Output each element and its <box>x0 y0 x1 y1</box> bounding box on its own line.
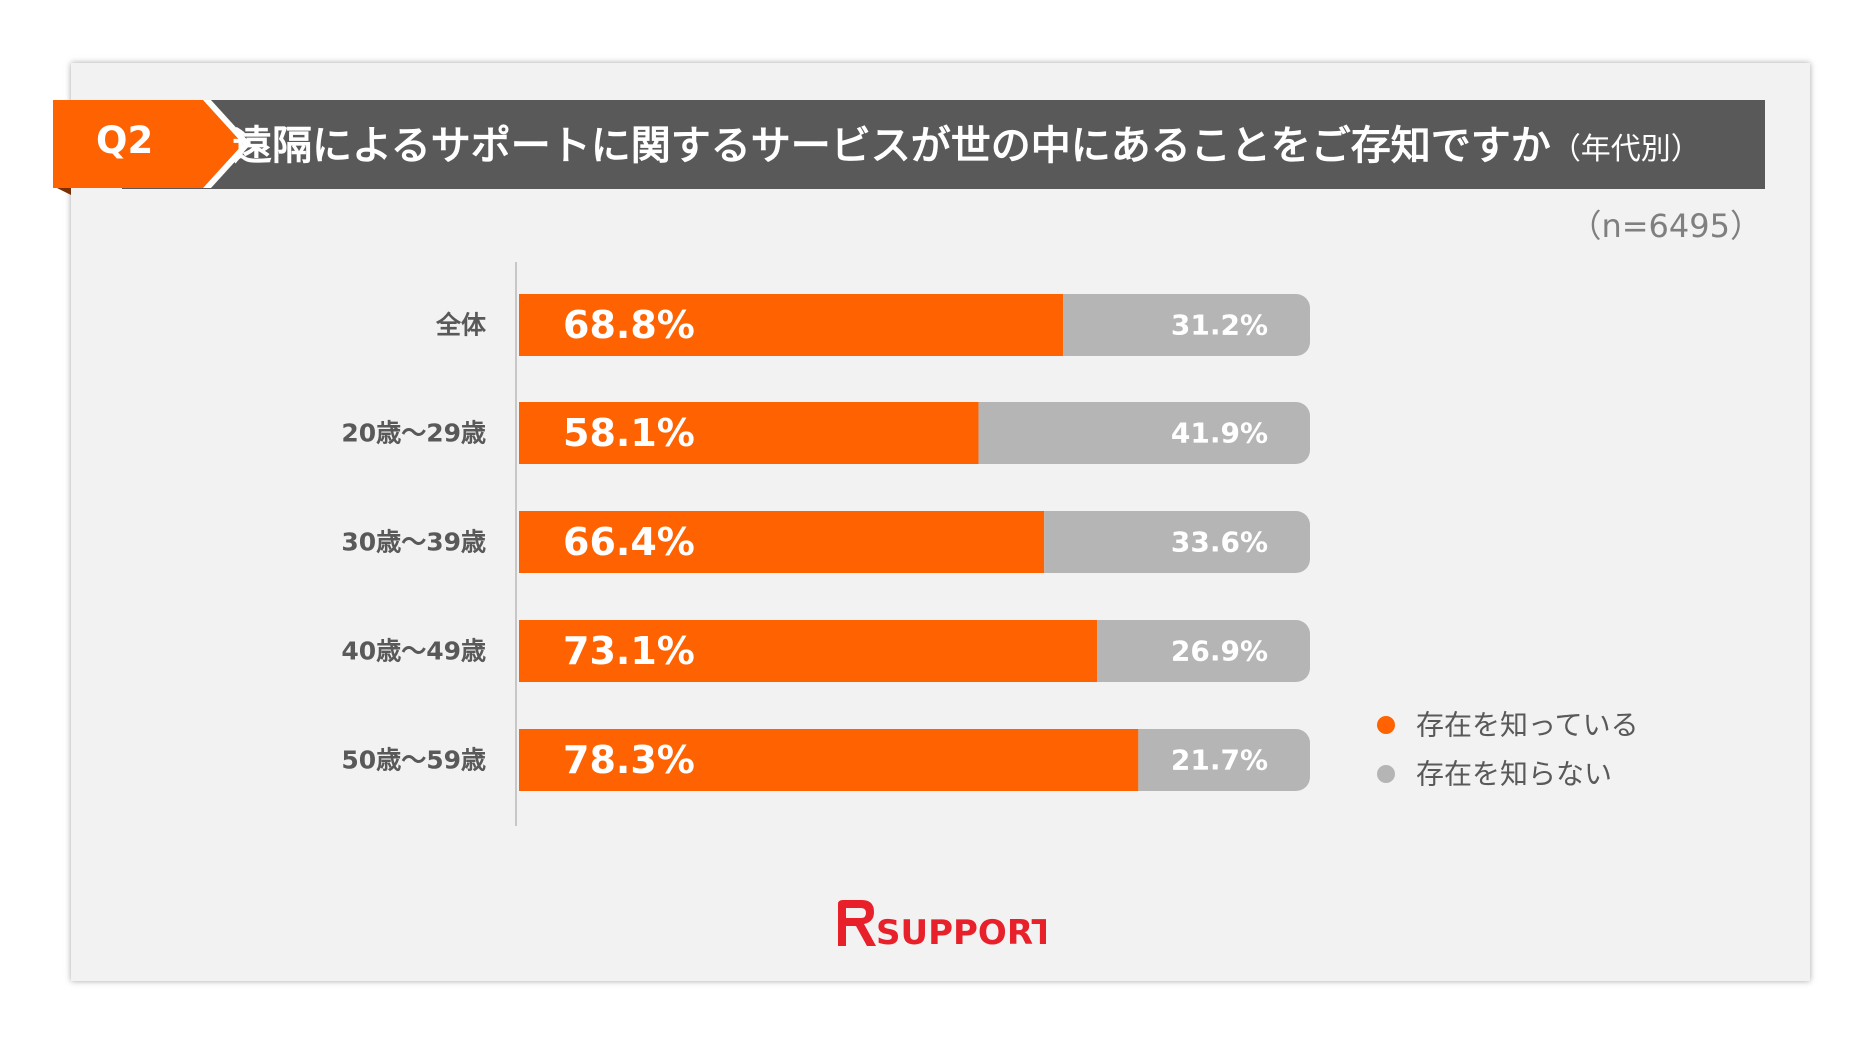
data-label-known: 68.8% <box>563 303 695 347</box>
legend-label: 存在を知らない <box>1416 758 1612 791</box>
bar-segment-known <box>519 729 1139 791</box>
data-label-unknown: 21.7% <box>1171 744 1268 777</box>
question-tab <box>53 100 243 188</box>
rsupport-logo: SUPPORT <box>838 900 1046 948</box>
bar-segment-unknown <box>1138 729 1310 791</box>
chart-title-suffix: （年代別） <box>1550 132 1701 167</box>
category-label: 30歳〜39歳 <box>341 528 486 557</box>
chart-title: 遠隔によるサポートに関するサービスが世の中にあることをご存知ですか（年代別） <box>232 118 1701 178</box>
logo-r-mark <box>838 900 876 946</box>
sample-size: （n=6495） <box>1569 207 1762 245</box>
data-label-known: 58.1% <box>563 411 695 455</box>
question-label: Q2 <box>96 119 154 162</box>
bar-segment-known <box>519 402 979 464</box>
data-label-known: 78.3% <box>563 738 695 782</box>
question-tab-fold <box>53 186 71 195</box>
category-label: 全体 <box>435 311 487 340</box>
data-label-unknown: 26.9% <box>1171 635 1268 668</box>
bar-segment-unknown <box>978 402 1310 464</box>
category-label: 20歳〜29歳 <box>341 419 486 448</box>
data-label-known: 66.4% <box>563 520 695 564</box>
category-label: 40歳〜49歳 <box>341 637 486 666</box>
chart-title-main: 遠隔によるサポートに関するサービスが世の中にあることをご存知ですか <box>232 123 1551 169</box>
bar-segment-unknown <box>1044 511 1310 573</box>
category-label: 50歳〜59歳 <box>341 746 486 775</box>
legend-marker <box>1377 716 1395 734</box>
bar-segment-unknown <box>1097 620 1310 682</box>
bar-segment-unknown <box>1063 294 1310 356</box>
data-label-unknown: 33.6% <box>1171 526 1268 559</box>
legend-label: 存在を知っている <box>1416 709 1639 742</box>
title-bar <box>122 100 1765 189</box>
data-label-unknown: 41.9% <box>1171 417 1268 450</box>
bar-segment-known <box>519 620 1098 682</box>
data-label-unknown: 31.2% <box>1171 309 1268 342</box>
legend-marker <box>1377 765 1395 783</box>
bar-segment-known <box>519 511 1045 573</box>
logo-wordmark: SUPPORT <box>876 913 1046 948</box>
data-label-known: 73.1% <box>563 629 695 673</box>
bar-segment-known <box>519 294 1064 356</box>
